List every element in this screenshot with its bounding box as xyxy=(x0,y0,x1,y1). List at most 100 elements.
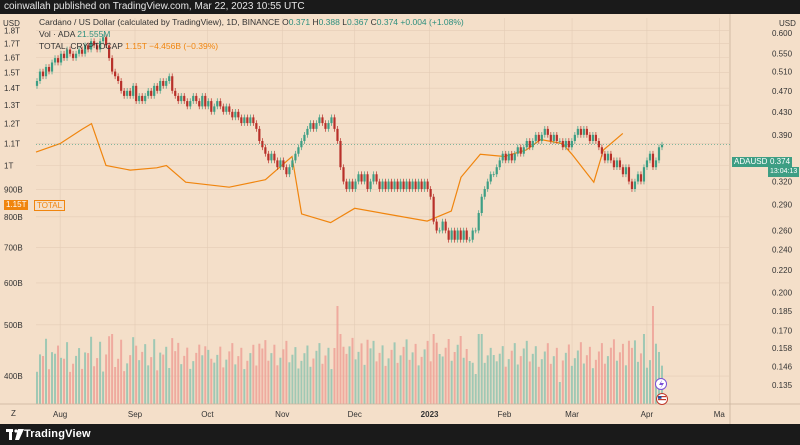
candle-body xyxy=(600,147,604,154)
right-tick-label: 0.470 xyxy=(772,87,793,96)
volume-bar xyxy=(513,343,516,404)
candle-body xyxy=(660,144,664,148)
candle-body xyxy=(120,80,123,91)
volume-bar xyxy=(207,349,210,404)
volume-bar xyxy=(444,347,447,404)
volume-bar xyxy=(279,357,282,404)
publisher-bar: coinwallah published on TradingView.com,… xyxy=(0,0,800,14)
left-tick-label: 1.3T xyxy=(4,101,20,110)
candle-body xyxy=(654,160,658,168)
candle-body xyxy=(615,160,619,168)
candle-body xyxy=(519,147,522,154)
candle-body xyxy=(444,221,447,231)
candle-body xyxy=(102,37,105,42)
candle-body xyxy=(108,45,111,59)
volume-bar xyxy=(168,368,171,404)
candle-body xyxy=(504,153,507,161)
candle-body xyxy=(585,128,588,135)
candle-body xyxy=(207,101,210,107)
volume-bar xyxy=(438,354,441,404)
volume-bar xyxy=(315,350,318,404)
left-tick-label: 500B xyxy=(4,321,23,330)
volume-bar xyxy=(381,345,384,404)
volume-bar xyxy=(249,353,252,404)
candle-body xyxy=(333,117,336,129)
candle-body xyxy=(531,140,534,148)
candle-body xyxy=(74,53,78,59)
candle-body xyxy=(564,140,567,148)
candle-body xyxy=(639,174,643,182)
volume-bar xyxy=(576,350,579,404)
candle-body xyxy=(186,101,189,107)
volume-bar xyxy=(345,353,348,404)
volume-bar xyxy=(414,343,417,404)
candle-body xyxy=(270,153,273,161)
legend-low: 0.367 xyxy=(346,17,369,27)
volume-bar xyxy=(276,365,279,404)
candle-body xyxy=(645,160,649,168)
candle-body xyxy=(216,101,219,107)
candle-body xyxy=(65,49,69,59)
tradingview-logo-icon xyxy=(6,429,24,440)
volume-bar xyxy=(111,334,114,404)
volume-bar xyxy=(534,346,537,404)
candles xyxy=(35,34,664,243)
candle-body xyxy=(297,147,300,154)
candle-body xyxy=(468,239,471,241)
price-chart[interactable]: 1.8T 1.7T 1.6T 1.5T 1.4T 1.3T 1.2T 1.1T 1T 900B 80… xyxy=(0,14,800,424)
candle-body xyxy=(117,76,120,81)
volume-bar xyxy=(384,365,387,404)
volume-bar xyxy=(630,347,633,404)
candle-body xyxy=(561,140,564,148)
volume-bar xyxy=(36,371,38,404)
right-tick-label: 0.430 xyxy=(772,108,793,117)
candle-body xyxy=(141,95,144,102)
candle-body xyxy=(150,90,153,96)
volume-bar xyxy=(390,349,393,404)
candle-body xyxy=(156,85,159,91)
candle-body xyxy=(606,153,610,161)
candle-body xyxy=(459,230,462,240)
timezone-button[interactable]: Z xyxy=(11,409,16,418)
candle-body xyxy=(534,134,537,141)
volume-bar xyxy=(192,361,195,404)
volume-bar xyxy=(180,364,183,404)
candle-body xyxy=(306,128,309,135)
left-tick-label: 1.1T xyxy=(4,140,20,149)
volume-bar xyxy=(48,369,51,404)
total-series-line xyxy=(35,122,624,224)
volume-bar xyxy=(141,351,144,404)
volume-bar xyxy=(270,353,273,404)
candle-body xyxy=(192,95,195,102)
volume-bar xyxy=(606,356,609,404)
chart-icons xyxy=(655,378,668,405)
volume-bar xyxy=(108,336,111,404)
candle-body xyxy=(642,167,646,182)
volume-bar xyxy=(348,346,351,404)
candle-body xyxy=(522,147,525,154)
volume-bar xyxy=(561,360,564,404)
candle-body xyxy=(315,123,318,129)
candle-body xyxy=(162,80,165,86)
volume-bar xyxy=(39,354,42,404)
volume-bar xyxy=(84,352,87,404)
volume-bar xyxy=(318,343,321,404)
volume-bar xyxy=(516,364,519,404)
total-line xyxy=(35,122,624,224)
volume-bar xyxy=(426,340,429,404)
volume-bar xyxy=(204,346,207,404)
volume-bar xyxy=(246,360,249,404)
candle-body xyxy=(351,181,354,189)
volume-bar xyxy=(54,353,57,404)
candle-body xyxy=(86,45,90,50)
candle-body xyxy=(447,230,450,240)
volume-bar xyxy=(153,339,156,404)
volume-bar xyxy=(225,359,228,404)
candle-body xyxy=(501,153,504,161)
right-tick-label: 0.220 xyxy=(772,266,793,275)
candle-body xyxy=(83,45,87,54)
volume-bar xyxy=(609,347,612,404)
left-tick-label: 1T xyxy=(4,162,13,171)
volume-bar xyxy=(339,334,342,404)
candle-body xyxy=(53,58,57,63)
